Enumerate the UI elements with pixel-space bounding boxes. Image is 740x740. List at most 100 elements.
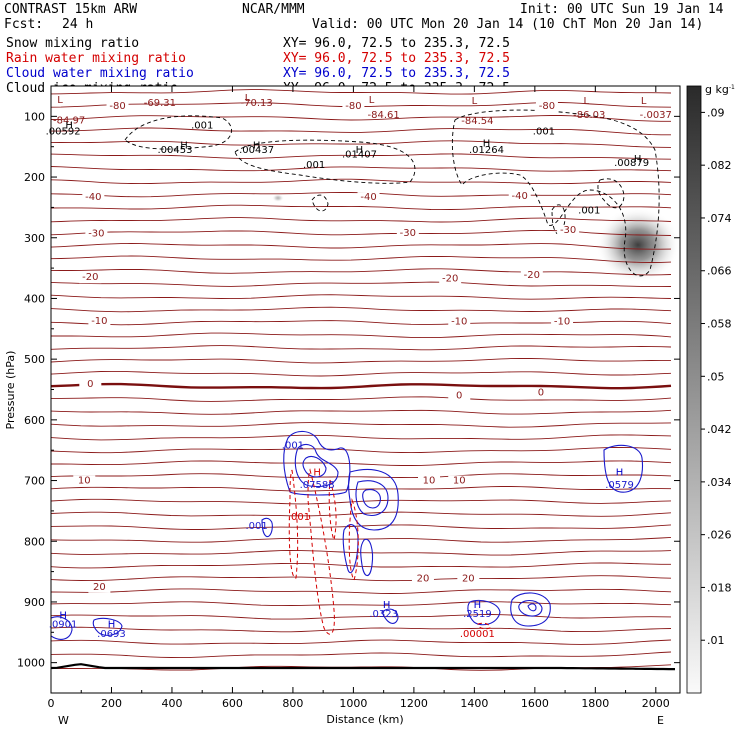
isotherm xyxy=(51,357,671,364)
isotherm xyxy=(51,409,672,415)
high-marker: H xyxy=(634,154,642,165)
y-tick-label: 300 xyxy=(24,232,45,245)
colorbar-label: .026 xyxy=(707,529,732,542)
rain-contour xyxy=(307,468,335,635)
min-temp-label: -69.31 xyxy=(144,98,176,109)
cloud-water-label: .07588 xyxy=(300,480,335,491)
cloud-ice-label: .001 xyxy=(578,205,600,216)
isotherm-label: 0 xyxy=(456,391,462,402)
x-tick-label: 0 xyxy=(48,697,55,710)
isotherm xyxy=(51,370,672,377)
cloud-water-contour xyxy=(302,455,327,478)
isotherm xyxy=(51,422,672,428)
high-marker: H xyxy=(253,141,261,152)
colorbar-label: .042 xyxy=(707,423,732,436)
legend-label: Cloud water mixing ratio xyxy=(6,66,194,81)
isotherm xyxy=(51,562,671,569)
isotherm xyxy=(51,486,672,492)
cloud-water-contour xyxy=(92,617,123,636)
east-label: E xyxy=(657,714,664,727)
isotherm xyxy=(51,536,672,543)
isotherm-label: 0 xyxy=(538,388,544,399)
cloud-water-label: .0323 xyxy=(369,609,398,620)
cloud-ice-contour xyxy=(124,115,232,150)
isotherm xyxy=(51,498,672,505)
cloud-ice-label: .001 xyxy=(191,120,213,131)
min-temp-label: -86.03 xyxy=(573,110,605,121)
isotherm xyxy=(51,178,672,185)
x-tick-label: 400 xyxy=(161,697,182,710)
isotherm xyxy=(51,153,672,160)
isotherm xyxy=(51,268,672,276)
low-marker: L xyxy=(641,96,647,107)
y-tick-label: 400 xyxy=(24,292,45,305)
colorbar-label: .09 xyxy=(707,106,725,119)
min-temp-label: -84.97 xyxy=(53,116,85,127)
x-tick-label: 800 xyxy=(282,697,303,710)
isotherm-label: 10 xyxy=(453,476,466,487)
isotherm xyxy=(51,255,672,263)
isotherm xyxy=(51,89,672,95)
west-label: W xyxy=(58,714,69,727)
cloud-water-label: .0579 xyxy=(605,480,634,491)
isotherm xyxy=(51,575,672,582)
isotherm xyxy=(51,345,672,351)
colorbar-unit: g kg-1 xyxy=(705,83,735,96)
cloud-water-contour xyxy=(283,430,351,496)
colorbar-label: .034 xyxy=(707,476,732,489)
high-marker: H xyxy=(313,468,321,479)
isotherm xyxy=(51,460,672,466)
isotherm xyxy=(51,243,672,250)
y-axis-title: Pressure (hPa) xyxy=(4,351,17,430)
isotherm xyxy=(51,447,672,454)
cloud-water-contour xyxy=(467,599,501,626)
colorbar-label: .058 xyxy=(707,318,732,331)
cloud-ice-contour xyxy=(234,139,416,184)
cloud-water-contour xyxy=(360,538,374,577)
isotherm-label: 20 xyxy=(417,573,430,584)
isotherm xyxy=(51,614,672,620)
colorbar-label: .066 xyxy=(707,265,732,278)
high-marker: H xyxy=(65,120,73,131)
isotherm-label: -80 xyxy=(539,101,555,112)
isotherm-label: -30 xyxy=(560,225,576,236)
cloud-water-contour xyxy=(362,489,381,509)
isotherm xyxy=(51,601,672,607)
y-tick-label: 700 xyxy=(24,475,45,488)
isotherm xyxy=(51,127,671,136)
isotherm xyxy=(51,294,672,300)
y-tick-label: 200 xyxy=(24,171,45,184)
colorbar-label: .018 xyxy=(707,581,732,594)
x-axis-title: Distance (km) xyxy=(326,713,403,726)
cloud-ice-contour xyxy=(551,204,566,235)
isotherm xyxy=(51,306,672,313)
x-tick-label: 200 xyxy=(101,697,122,710)
cloud-water-contour xyxy=(381,608,399,624)
colorbar-label: .05 xyxy=(707,370,725,383)
min-temp-label: -84.61 xyxy=(368,110,400,121)
x-tick-label: 1400 xyxy=(460,697,488,710)
isotherm xyxy=(51,434,672,441)
isotherm xyxy=(51,204,672,211)
isotherm-label: -20 xyxy=(524,270,540,281)
cloud-ice-label: .00437 xyxy=(239,145,274,156)
cloud-water-contour xyxy=(510,592,551,627)
isotherm-label: -80 xyxy=(345,101,361,112)
isotherm xyxy=(51,166,672,172)
cloud-ice-label: .00592 xyxy=(46,127,81,138)
low-marker: L xyxy=(57,95,63,106)
min-temp-label: -70.13 xyxy=(241,98,273,109)
isotherm xyxy=(51,626,672,633)
x-tick-label: 1200 xyxy=(400,697,428,710)
high-marker: H xyxy=(383,600,391,611)
legend-xy: XY= 96.0, 72.5 to 235.3, 72.5 xyxy=(283,66,510,81)
cloud-water-contour xyxy=(355,480,389,516)
high-marker: H xyxy=(108,619,116,630)
min-temp-label: -84.54 xyxy=(461,116,493,127)
rain-contour xyxy=(477,622,491,630)
rain-contour xyxy=(348,498,359,582)
organization: NCAR/MMM xyxy=(242,2,305,17)
cloud-ice-contour xyxy=(311,194,329,212)
y-tick-label: 900 xyxy=(24,596,45,609)
cloud-water-label: .0901 xyxy=(49,619,78,630)
